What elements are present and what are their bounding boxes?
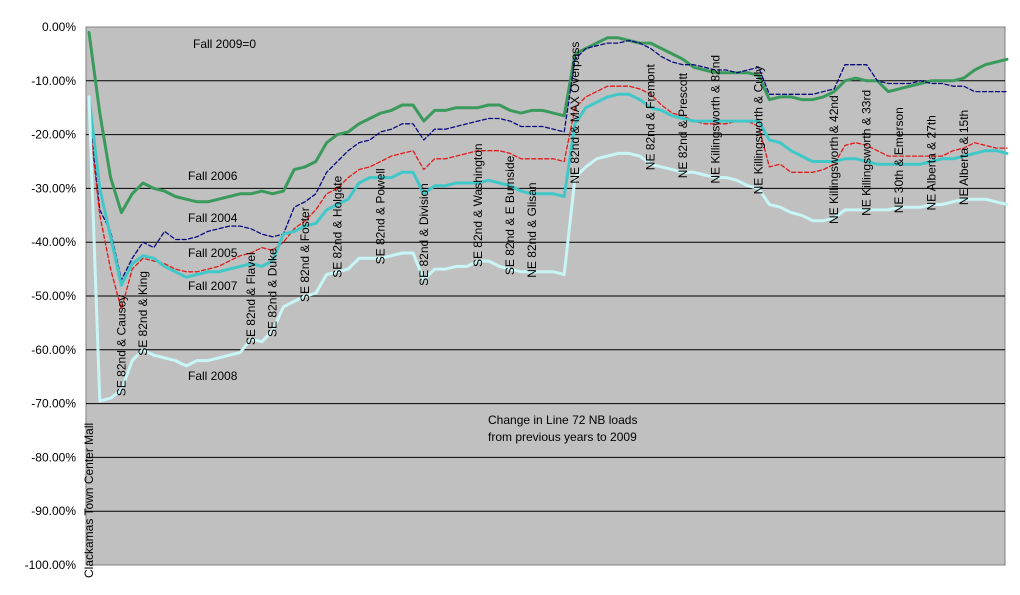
series-label-fall-2007: Fall 2007 xyxy=(188,279,238,293)
y-tick-label: -60.00% xyxy=(31,343,76,357)
y-tick-label: -50.00% xyxy=(31,289,76,303)
x-stop-label: NE 82nd & Fremont xyxy=(644,63,658,170)
x-stop-label: SE 82nd & Division xyxy=(417,183,431,286)
x-stop-label: SE 82nd & Holgate xyxy=(330,175,344,277)
series-line-fall-2005 xyxy=(88,85,1008,311)
series-line-fall-2006 xyxy=(87,30,1009,215)
x-stop-label: NE 82nd & MAX Overpass xyxy=(568,42,582,184)
x-stop-label: NE Alberta & 15th xyxy=(957,110,971,205)
series-line-fall-2008 xyxy=(87,95,1009,403)
x-stop-label: NE Killingsworth & 33rd xyxy=(860,90,874,216)
y-tick-label: -20.00% xyxy=(31,128,76,142)
x-axis-stop-labels: Clackamas Town Center Mall SE 82nd & Caus… xyxy=(82,42,971,578)
x-stop-label: NE Alberta & 27th xyxy=(924,115,938,210)
x-stop-label: NE Killingsworth & Cully xyxy=(752,66,766,195)
series-line-fall-2004 xyxy=(88,39,1008,281)
y-axis-ticks: 0.00% -10.00% -20.00% -30.00% -40.00% -50.00%… xyxy=(25,20,77,572)
series-labels: Fall 2006 Fall 2004 Fall 2005 Fall 2007 Fall… xyxy=(188,169,238,383)
grid-lines xyxy=(86,80,1005,512)
x-stop-label: SE 82nd & Duke xyxy=(266,248,280,337)
x-stop-label: NE Killingsworth & 42nd xyxy=(827,95,841,224)
series-label-fall-2008: Fall 2008 xyxy=(188,369,238,383)
chart-caption-line2: from previous years to 2009 xyxy=(488,430,637,444)
series-lines xyxy=(87,30,1009,403)
x-stop-label: SE 82nd & Flavel xyxy=(244,252,258,345)
x-stop-label: NE 82nd & Glisan xyxy=(525,182,539,277)
y-tick-label: -80.00% xyxy=(31,450,76,464)
x-stop-label: SE 82nd & Washington xyxy=(471,143,485,267)
y-tick-label: -90.00% xyxy=(31,504,76,518)
y-tick-label: 0.00% xyxy=(42,20,76,34)
x-stop-label: NE 30th & Emerson xyxy=(892,107,906,213)
series-label-fall-2004: Fall 2004 xyxy=(188,211,238,225)
x-stop-label: SE 82nd & King xyxy=(136,271,150,356)
y-tick-label: -70.00% xyxy=(31,397,76,411)
series-label-fall-2006: Fall 2006 xyxy=(188,169,238,183)
baseline-annotation: Fall 2009=0 xyxy=(193,37,256,51)
x-stop-label: SE 82nd & Causey xyxy=(114,295,128,396)
x-stop-label: NE 82nd & Prescott xyxy=(676,72,690,178)
y-tick-label: -40.00% xyxy=(31,235,76,249)
x-stop-label: SE 82nd & E Burnside xyxy=(503,155,517,275)
x-stop-label: SE 82nd & Foster xyxy=(298,207,312,302)
x-stop-label: NE Killingsworth & 82nd xyxy=(708,55,722,184)
series-line-fall-2007 xyxy=(87,92,1009,287)
chart-caption-line1: Change in Line 72 NB loads xyxy=(488,413,637,427)
y-tick-label: -100.00% xyxy=(25,558,77,572)
x-stop-label: Clackamas Town Center Mall xyxy=(82,423,96,578)
y-tick-label: -30.00% xyxy=(31,181,76,195)
series-label-fall-2005: Fall 2005 xyxy=(188,246,238,260)
x-stop-label: SE 82nd & Powell xyxy=(374,168,388,264)
y-tick-label: -10.00% xyxy=(31,74,76,88)
